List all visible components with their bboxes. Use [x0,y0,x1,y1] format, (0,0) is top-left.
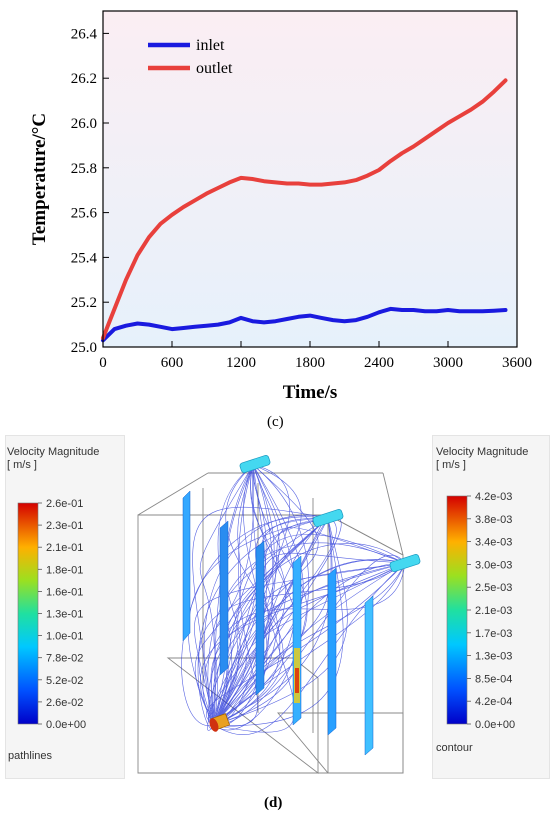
pathline [207,542,406,726]
colorbar-right-bar [446,495,468,725]
legend-inlet-label: inlet [196,37,225,54]
legend: inlet outlet [148,37,233,77]
pathlines [181,464,406,735]
pathline [213,464,254,726]
colorbar-tick-label: 2.1e-03 [475,605,512,617]
fin-hot-core [295,668,299,693]
pathline [206,562,406,726]
legend-left-title: Velocity Magnitude [ m/s ] [7,446,100,471]
caption-d: (d) [264,795,283,811]
y-axis-label: Temperature/°C [29,113,50,245]
colorbar-tick-label: 1.7e-03 [475,628,512,640]
x-tick-label: 3600 [502,355,532,371]
colorbar-tick-label: 1.3e-03 [475,651,512,663]
fin-2 [219,520,229,676]
pathline [213,516,342,726]
pathline [213,517,333,726]
x-tick-label: 2400 [364,355,394,371]
pathline [192,506,329,726]
x-tick-label: 1800 [295,355,325,371]
pathline [194,464,255,726]
cfd-panel: Velocity Magnitude [ m/s ] 2.6e-01 2.3e-0… [0,435,550,780]
plot-area [103,11,517,347]
colorbar-left: 2.6e-01 2.3e-01 2.1e-01 1.8e-01 1.6e-01 1.3e-… [17,498,86,731]
cfd-visualization [137,455,421,774]
pathline [213,562,406,726]
colorbar-tick-label: 3.0e-03 [475,559,512,571]
colorbar-left-bar [17,502,39,725]
x-tick-label: 600 [161,355,184,371]
colorbar-tick-label: 0.0e+00 [475,719,515,731]
y-tick-label: 26.0 [71,116,97,132]
pathline [197,517,329,730]
colorbar-tick-label: 1.8e-01 [46,564,83,576]
fins [182,490,374,756]
colorbar-tick-label: 2.6e-02 [46,697,83,709]
pathline [213,517,348,726]
x-tick-label: 1200 [226,355,256,371]
fin-3 [255,540,265,696]
legend-right-title: Velocity Magnitude [ m/s ] [436,446,529,471]
pathline [213,464,258,727]
legend-left-footer: pathlines [8,750,53,762]
fin-1 [182,490,191,642]
pathline [202,517,329,726]
pathline [213,517,329,726]
fin-5 [327,567,337,736]
y-tick-label: 25.0 [71,340,97,356]
colorbar-tick-label: 2.1e-01 [46,542,83,554]
colorbar-tick-label: 7.8e-02 [46,653,83,665]
outlet-pipes [239,455,421,572]
colorbar-tick-label: 4.2e-03 [475,491,512,503]
y-tick-label: 25.6 [71,206,98,222]
pathline [213,464,296,733]
colorbar-tick-label: 2.3e-01 [46,520,83,532]
x-axis-label: Time/s [283,382,338,403]
y-tick-label: 26.4 [71,26,98,42]
colorbar-tick-label: 0.0e+00 [46,719,86,731]
pathline [198,562,406,726]
line-chart: 25.0 25.2 25.4 25.6 25.8 26.0 26.2 26.4 0 600 120… [29,10,532,403]
y-tick-label: 25.8 [71,161,97,177]
inlet-pipe [209,713,231,732]
pathline [194,562,406,726]
pathline [213,562,406,726]
colorbar-tick-label: 4.2e-04 [475,696,512,708]
colorbar-tick-label: 8.5e-04 [475,673,512,685]
pathline [203,514,329,726]
colorbar-tick-label: 1.0e-01 [46,631,83,643]
pathline [213,517,332,726]
x-tick-label: 3000 [433,355,463,371]
colorbar-tick-label: 2.5e-03 [475,582,512,594]
y-tick-label: 25.2 [71,295,97,311]
fin-6 [364,595,374,756]
plot-frame [102,10,518,348]
colorbar-tick-label: 3.4e-03 [475,537,512,549]
legend-right-footer: contour [436,742,473,754]
caption-c: (c) [267,414,284,430]
legend-outlet-label: outlet [196,60,233,77]
colorbar-tick-label: 2.6e-01 [46,498,83,510]
pathline [213,562,406,726]
pathline [213,562,406,726]
series-line-outlet [101,78,508,340]
pathline [213,464,319,726]
series-lines [101,78,508,343]
colorbar-tick-label: 1.6e-01 [46,586,83,598]
pathline [213,464,254,726]
y-tick-label: 26.2 [71,71,97,87]
colorbar-tick-label: 5.2e-02 [46,675,83,687]
x-tick-label: 0 [99,355,107,371]
colorbar-tick-label: 1.3e-01 [46,609,83,621]
y-axis-ticks: 25.0 25.2 25.4 25.6 25.8 26.0 26.2 26.4 [71,26,109,356]
colorbar-tick-label: 3.8e-03 [475,514,512,526]
y-tick-label: 25.4 [71,250,98,266]
colorbar-right: 4.2e-03 3.8e-03 3.4e-03 3.0e-03 2.5e-03 2.1e-… [446,491,515,731]
x-axis-ticks: 0 600 1200 1800 2400 3000 3600 [99,341,532,371]
series-line-inlet [101,306,508,343]
